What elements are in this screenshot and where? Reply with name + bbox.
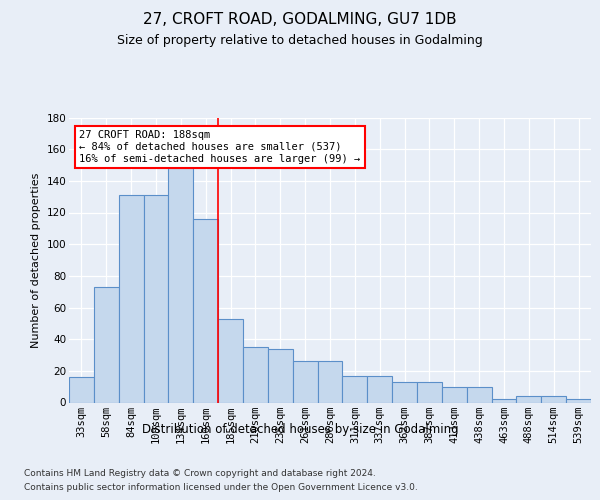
Bar <box>442 386 467 402</box>
Text: Contains public sector information licensed under the Open Government Licence v3: Contains public sector information licen… <box>24 483 418 492</box>
Text: Contains HM Land Registry data © Crown copyright and database right 2024.: Contains HM Land Registry data © Crown c… <box>24 469 376 478</box>
Bar <box>367 376 392 402</box>
Bar <box>268 348 293 403</box>
Bar <box>317 362 343 403</box>
Y-axis label: Number of detached properties: Number of detached properties <box>31 172 41 348</box>
Bar <box>343 376 367 402</box>
Bar <box>143 195 169 402</box>
Text: 27, CROFT ROAD, GODALMING, GU7 1DB: 27, CROFT ROAD, GODALMING, GU7 1DB <box>143 12 457 28</box>
Bar <box>467 386 491 402</box>
Bar <box>392 382 417 402</box>
Bar <box>119 195 143 402</box>
Text: Size of property relative to detached houses in Godalming: Size of property relative to detached ho… <box>117 34 483 47</box>
Bar <box>541 396 566 402</box>
Bar <box>169 168 193 402</box>
Text: 27 CROFT ROAD: 188sqm
← 84% of detached houses are smaller (537)
16% of semi-det: 27 CROFT ROAD: 188sqm ← 84% of detached … <box>79 130 361 164</box>
Bar <box>491 400 517 402</box>
Bar <box>243 347 268 403</box>
Bar <box>566 400 591 402</box>
Bar <box>417 382 442 402</box>
Text: Distribution of detached houses by size in Godalming: Distribution of detached houses by size … <box>142 422 458 436</box>
Bar <box>293 362 317 403</box>
Bar <box>69 377 94 402</box>
Bar <box>218 318 243 402</box>
Bar <box>94 287 119 403</box>
Bar <box>517 396 541 402</box>
Bar <box>193 219 218 402</box>
